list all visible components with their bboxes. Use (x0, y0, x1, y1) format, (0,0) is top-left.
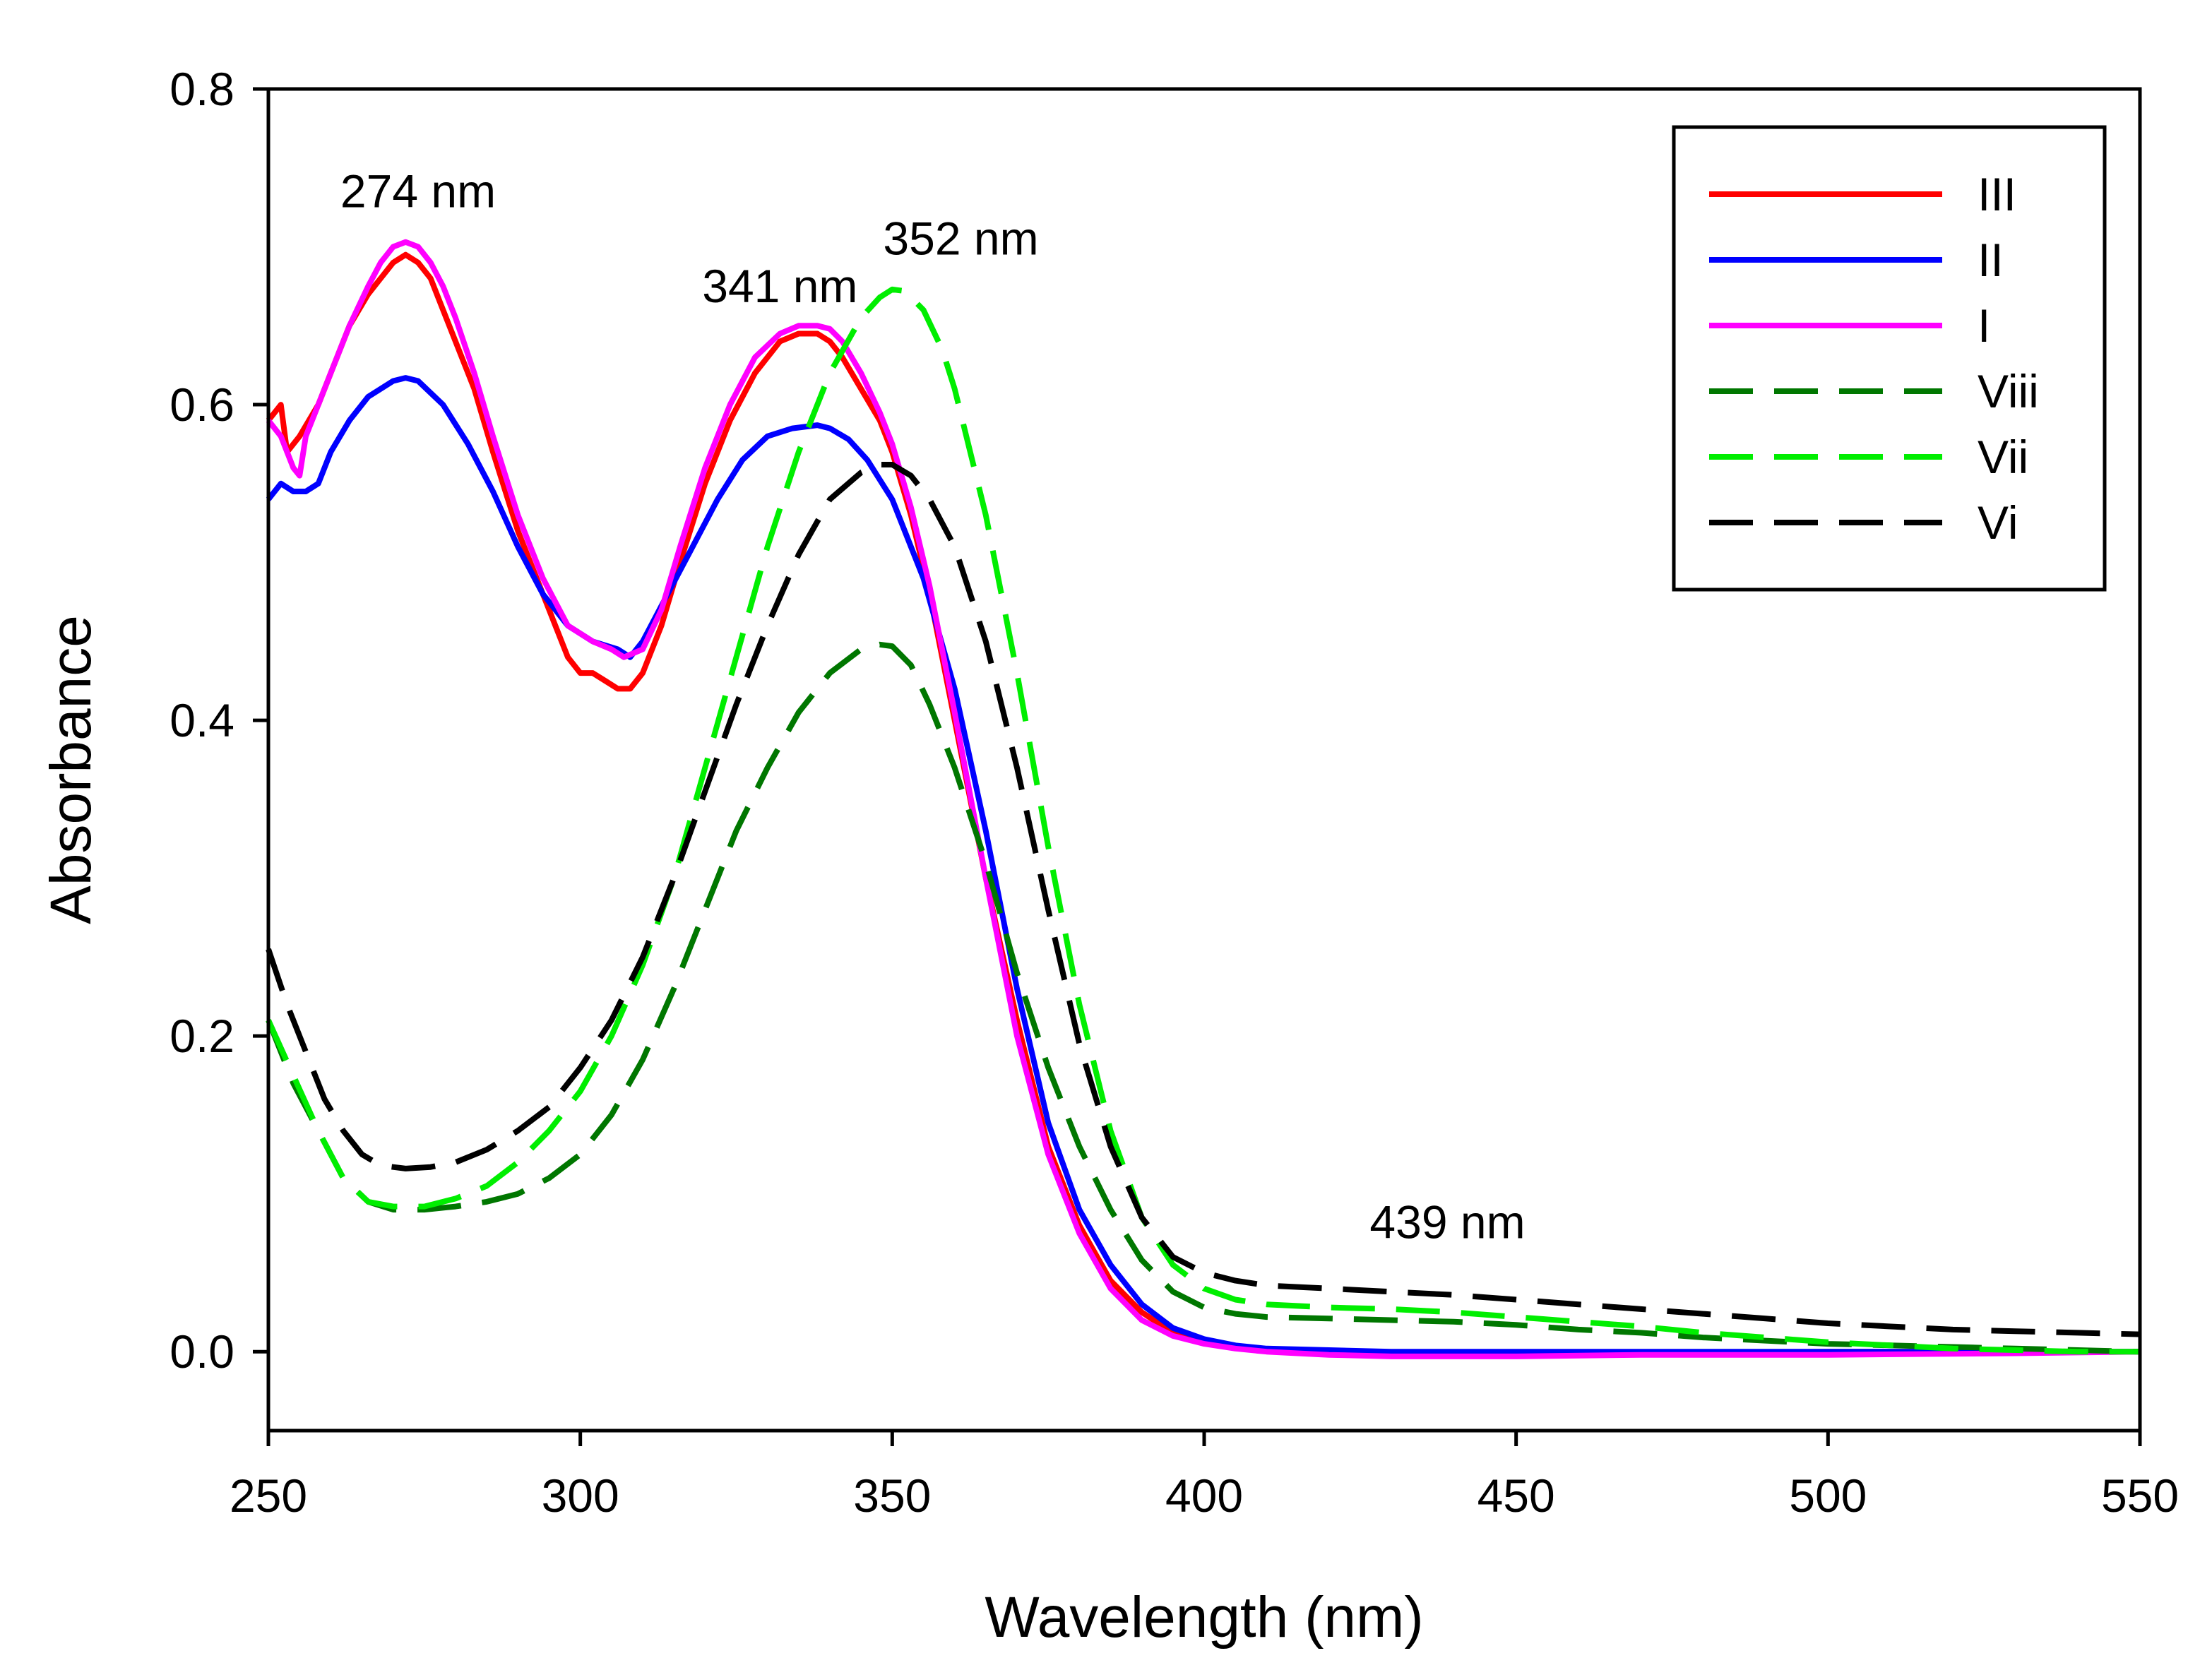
legend-box (1672, 125, 2107, 592)
legend-label-iii: III (1978, 168, 2016, 220)
x-tick-label: 550 (2101, 1469, 2179, 1522)
legend-label-vi: Vi (1978, 496, 2018, 549)
annotations-layer: 274 nm 341 nm 352 nm 439 nm (340, 165, 1526, 1248)
y-tick-label: 0.4 (170, 694, 234, 746)
legend-label-viii: Viii (1978, 365, 2039, 417)
x-tick-label: 500 (1789, 1469, 1867, 1522)
x-tick-label: 400 (1165, 1469, 1243, 1522)
x-tick-label: 450 (1477, 1469, 1555, 1522)
y-tick-label: 0.0 (170, 1325, 234, 1378)
peak-annotation: 341 nm (702, 260, 857, 312)
legend-label-vii: Vii (1978, 431, 2028, 483)
legend-label-i: I (1978, 299, 1990, 352)
x-tick-label: 350 (853, 1469, 931, 1522)
y-tick-label: 0.2 (170, 1010, 234, 1062)
y-axis-label: Absorbance (39, 615, 103, 924)
legend-label-ii: II (1978, 234, 2004, 286)
series-line-ii (266, 375, 2140, 1355)
series-line-vii (266, 286, 2140, 1355)
x-tick-label: 250 (230, 1469, 307, 1522)
y-tick-label: 0.8 (170, 63, 234, 115)
peak-annotation: 439 nm (1369, 1195, 1525, 1248)
y-tick-label: 0.6 (170, 378, 234, 431)
series-line-vi (266, 462, 2141, 1337)
series-layer (266, 239, 2141, 1359)
axes-layer: 250 300 350 400 450 500 550 0.0 0.2 0.4 0.6 0.8 (170, 63, 2179, 1522)
series-line-i (266, 239, 2141, 1359)
series-line-viii (266, 641, 2141, 1355)
peak-annotation: 274 nm (340, 165, 496, 217)
x-tick-label: 300 (542, 1469, 619, 1522)
peak-annotation: 352 nm (883, 213, 1038, 265)
x-axis-label: Wavelength (nm) (985, 1585, 1423, 1650)
